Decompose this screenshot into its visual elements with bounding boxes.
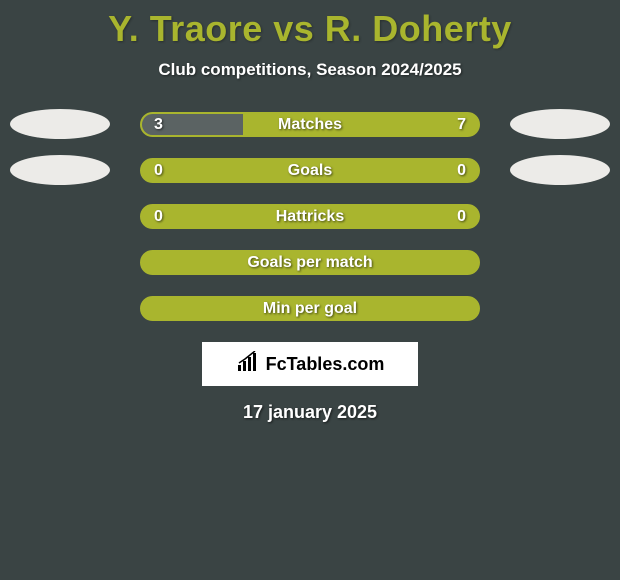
comparison-title: Y. Traore vs R. Doherty bbox=[0, 0, 620, 50]
snapshot-date: 17 january 2025 bbox=[0, 402, 620, 423]
stat-label: Min per goal bbox=[142, 298, 478, 319]
stat-label: Goals bbox=[142, 160, 478, 181]
stat-bar: Min per goal bbox=[140, 296, 480, 321]
stat-label: Goals per match bbox=[142, 252, 478, 273]
site-logo: FcTables.com bbox=[202, 342, 418, 386]
stat-row: 00Hattricks bbox=[0, 204, 620, 229]
player-avatar-right bbox=[510, 155, 610, 185]
stat-bar: 37Matches bbox=[140, 112, 480, 137]
player-avatar-left bbox=[10, 109, 110, 139]
stat-row: Goals per match bbox=[0, 250, 620, 275]
stat-rows: 37Matches 00Goals 00Hattricks Goals per mat… bbox=[0, 112, 620, 321]
stat-bar: 00Hattricks bbox=[140, 204, 480, 229]
stat-bar: Goals per match bbox=[140, 250, 480, 275]
logo-text: FcTables.com bbox=[266, 354, 385, 375]
comparison-subtitle: Club competitions, Season 2024/2025 bbox=[0, 60, 620, 80]
stat-row: 00Goals bbox=[0, 158, 620, 183]
chart-icon bbox=[236, 351, 262, 378]
stat-row: 37Matches bbox=[0, 112, 620, 137]
stat-label: Hattricks bbox=[142, 206, 478, 227]
stat-label: Matches bbox=[142, 114, 478, 135]
stat-bar: 00Goals bbox=[140, 158, 480, 183]
player-avatar-left bbox=[10, 155, 110, 185]
stat-row: Min per goal bbox=[0, 296, 620, 321]
player-avatar-right bbox=[510, 109, 610, 139]
